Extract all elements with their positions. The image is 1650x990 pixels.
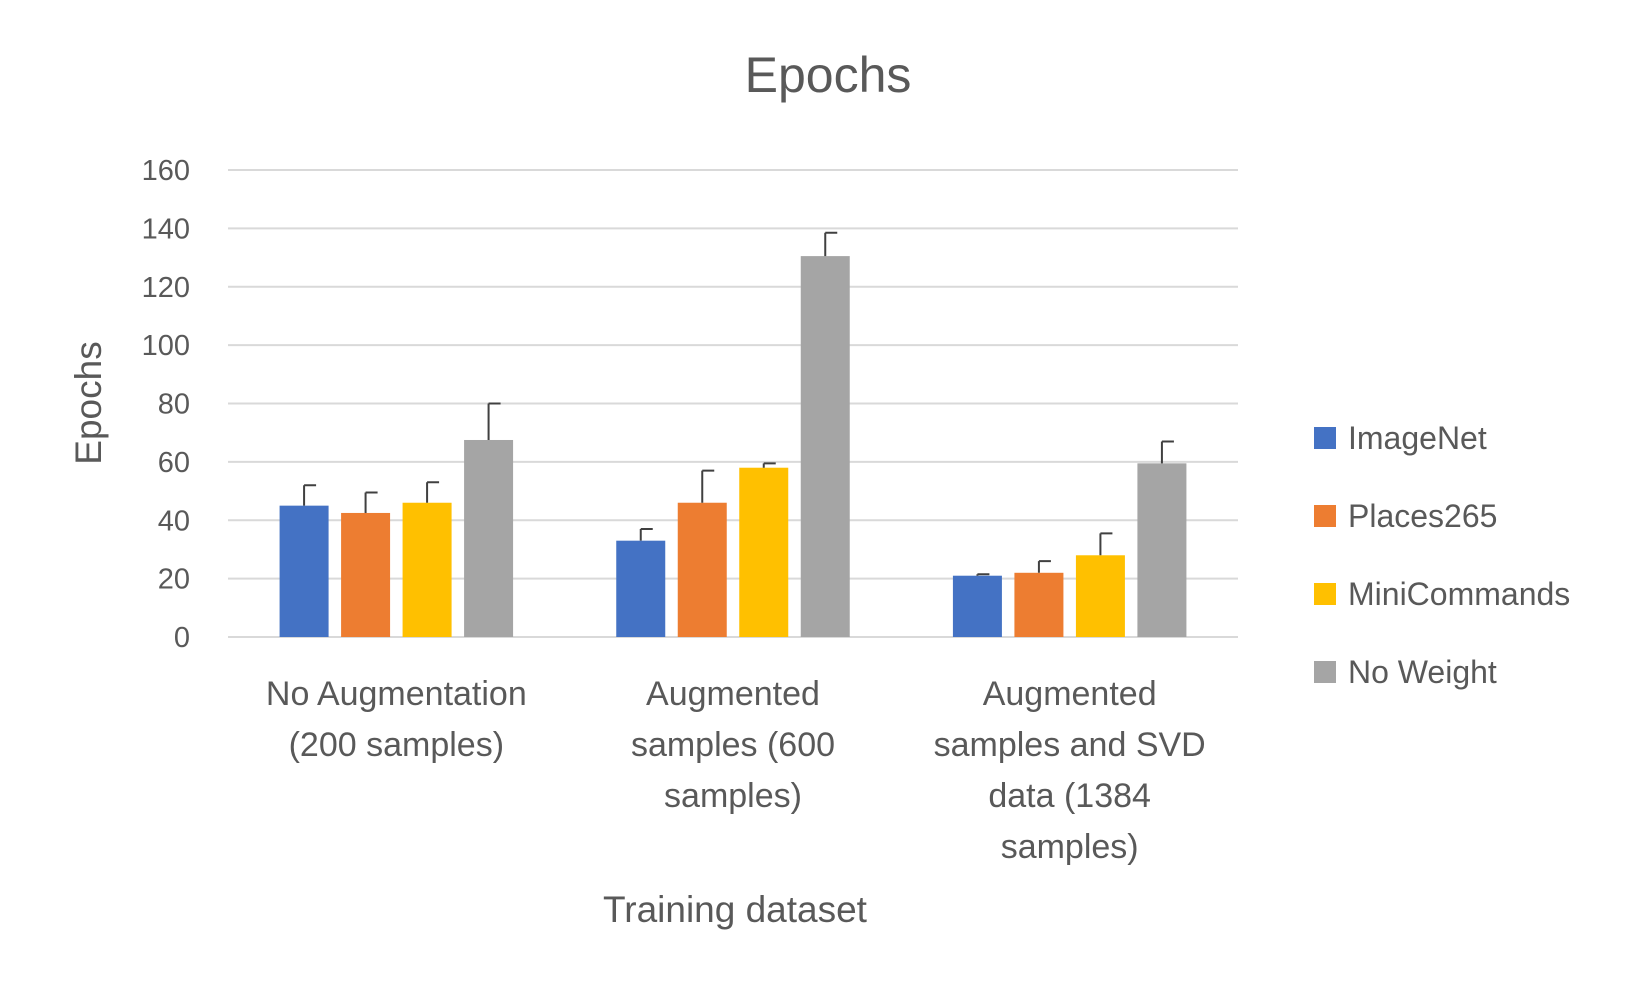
legend-item: ImageNet	[1314, 420, 1487, 456]
legend-item: MiniCommands	[1314, 576, 1570, 612]
x-axis-title: Training dataset	[603, 889, 868, 930]
x-category-label: No Augmentation (200 samples)	[266, 675, 527, 764]
error-bar	[701, 469, 715, 503]
gridlines	[228, 169, 1238, 638]
error-bar	[487, 402, 501, 440]
legend: ImageNet Places265 MiniCommands No Weight	[1314, 420, 1570, 690]
bar-imagenet	[279, 505, 329, 637]
bar-places265	[341, 512, 391, 637]
y-tick-label: 20	[158, 564, 190, 596]
legend-label: ImageNet	[1348, 420, 1487, 456]
chart-title: Epochs	[745, 47, 912, 103]
error-bar	[1037, 560, 1051, 573]
error-bar	[426, 481, 440, 503]
error-bar	[1099, 532, 1113, 556]
error-bar	[762, 462, 776, 468]
legend-swatch	[1314, 661, 1336, 683]
bar-minicommands	[402, 502, 452, 637]
bar-places265	[677, 502, 727, 637]
legend-item: Places265	[1314, 498, 1497, 534]
y-tick-label: 140	[142, 213, 190, 245]
y-tick-label: 120	[142, 272, 190, 304]
y-tick-label: 80	[158, 389, 190, 421]
legend-label: MiniCommands	[1348, 576, 1570, 612]
bar-no-weight	[464, 439, 514, 637]
bar-imagenet	[616, 540, 666, 637]
y-axis-title: Epochs	[68, 341, 109, 464]
bar-minicommands	[1075, 555, 1125, 637]
y-tick-label: 160	[142, 155, 190, 187]
y-tick-label: 100	[142, 330, 190, 362]
legend-swatch	[1314, 583, 1336, 605]
legend-swatch	[1314, 427, 1336, 449]
legend-label: No Weight	[1348, 654, 1497, 690]
x-category-label: Augmented samples and SVD data (1384 sample…	[934, 675, 1206, 866]
legend-swatch	[1314, 505, 1336, 527]
error-bar	[976, 573, 990, 576]
error-bar	[364, 491, 378, 513]
y-tick-label: 40	[158, 505, 190, 537]
bars	[279, 256, 1187, 637]
bar-minicommands	[739, 467, 789, 637]
error-bars	[303, 231, 1174, 576]
y-tick-label: 60	[158, 447, 190, 479]
bar-no-weight	[1137, 463, 1187, 637]
error-bar	[639, 528, 653, 541]
bar-places265	[1014, 572, 1064, 637]
error-bar	[824, 231, 838, 257]
y-axis-ticks: 0 20 40 60 80 100 120 140 160	[142, 155, 190, 654]
legend-item: No Weight	[1314, 654, 1497, 690]
bar-imagenet	[952, 575, 1002, 637]
legend-label: Places265	[1348, 498, 1497, 534]
x-category-label: Augmented samples (600 samples)	[631, 675, 835, 815]
error-bar	[303, 484, 317, 506]
error-bar	[1160, 440, 1174, 464]
x-axis-categories: No Augmentation (200 samples) Augmented sam…	[266, 675, 1206, 866]
y-tick-label: 0	[174, 622, 190, 654]
bar-no-weight	[800, 256, 850, 637]
